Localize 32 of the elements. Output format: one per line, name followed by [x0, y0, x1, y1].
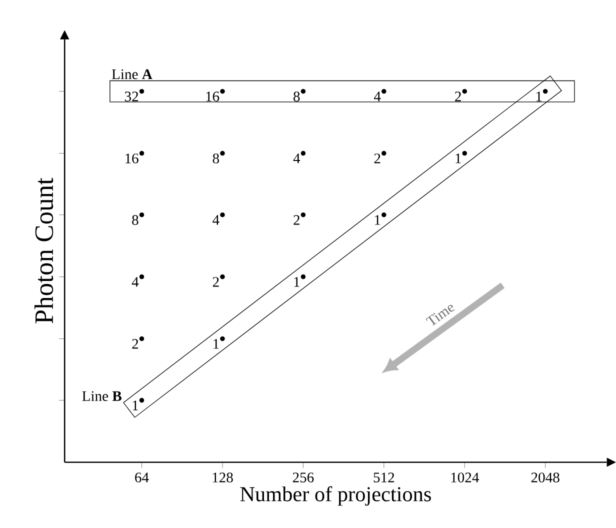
annotation: 16 [206, 92, 220, 102]
x-tick-label: 2048 [531, 472, 560, 482]
text: Line A [112, 69, 152, 80]
annotation: 4 [374, 92, 381, 102]
annotation: 32 [124, 92, 138, 102]
annotation: 2 [132, 339, 138, 349]
x-axis-title: Number of projections [240, 486, 431, 506]
annotation: 1 [456, 154, 461, 164]
annotation: 4 [293, 154, 300, 164]
annotation: Time [426, 304, 455, 326]
annotation: 2 [294, 215, 300, 225]
x-tick-label: 1024 [451, 472, 479, 482]
annotation: 1 [374, 215, 380, 225]
annotation: 2 [455, 92, 461, 102]
annotation: 2 [374, 154, 380, 164]
annotation: Line B [82, 391, 122, 402]
annotation: 1 [214, 339, 219, 349]
y-axis-title: Photon Count [34, 178, 54, 324]
annotation: 1 [294, 277, 300, 287]
x-tick-label: 128 [212, 472, 233, 482]
x-tick-label: 512 [374, 472, 394, 482]
annotation: 16 [126, 154, 138, 164]
annotation: 8 [132, 215, 138, 226]
annotation: 8 [294, 92, 300, 102]
annotation: 1 [132, 400, 138, 410]
annotation: 2 [212, 277, 219, 287]
annotation: 4 [132, 277, 139, 287]
annotation: 1 [536, 92, 542, 102]
annotation: 4 [212, 215, 220, 225]
x-tick-label: 256 [292, 472, 314, 482]
x-tick-label: 64 [135, 472, 149, 482]
annotation: 8 [212, 154, 220, 164]
